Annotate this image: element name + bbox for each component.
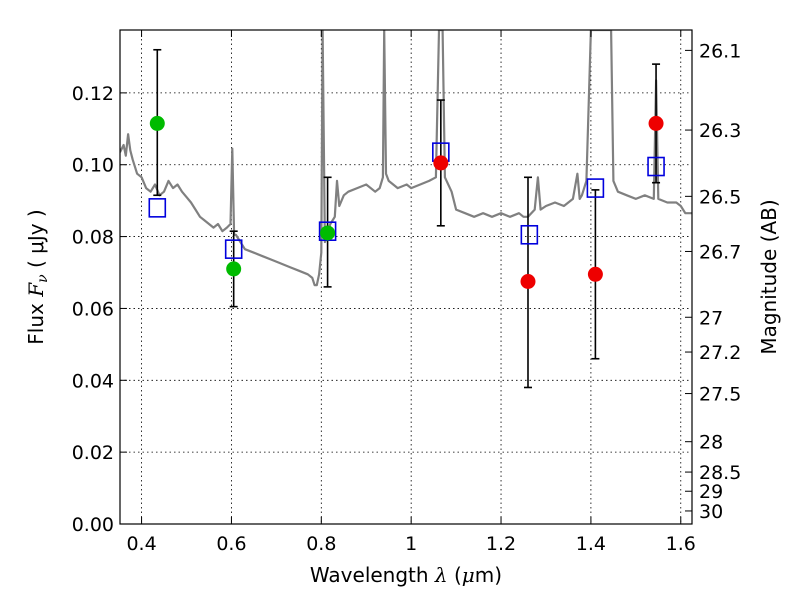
y2-tick-label: 29 [699,481,723,503]
observed-point [226,261,242,277]
x-tick-label: 0.8 [306,533,336,555]
y2-tick-label: 30 [699,501,723,523]
observed-point [587,266,603,282]
y2-tick-label: 27.2 [699,342,741,364]
y2-tick-label: 26.5 [699,186,741,208]
y-tick-label: 0.10 [72,155,114,177]
model-point [520,224,539,245]
model-point [586,178,605,198]
spectrum-line [120,30,692,287]
observed-point [520,273,536,289]
error-bars [153,48,661,389]
observed-point [149,115,165,131]
x-tick-label: 1.2 [486,533,516,555]
y-tick-label: 0.00 [72,514,114,536]
grid [120,30,692,525]
observed-point [433,155,449,171]
x-tick-label: 0.6 [216,533,246,555]
y2-tick-label: 26.7 [699,241,741,263]
y2-axis-label: Magnitude (AB) [757,199,781,354]
x-axis-label: Wavelength λ (μm) [310,563,502,587]
y2-tick-label: 27 [699,307,723,329]
observed-point [320,225,336,241]
model-spectrum [120,30,692,287]
y-tick-label: 0.02 [72,442,114,464]
y2-tick-label: 26.3 [699,120,741,142]
model-point [148,198,167,218]
y2-tick-label: 28 [699,432,723,454]
y-tick-label: 0.04 [72,370,114,392]
x-tick-label: 1.6 [666,533,696,555]
y2-tick-label: 28.5 [699,462,741,484]
model-point [647,156,665,177]
y-tick-label: 0.12 [72,83,114,105]
y-tick-label: 0.06 [72,298,114,320]
observed-point [648,115,664,131]
plot-frame [119,29,693,525]
model-point [224,239,243,259]
y2-tick-label: 27.5 [699,384,741,406]
x-tick-label: 1 [405,533,417,555]
y-axis-label: Flux Fν ( μJy ) [24,209,51,344]
observed-photometry-points [149,115,664,289]
axis-ticks: 0.4 0.6 0.8 1 1.2 1.4 1.6 0.00 0.02 0.04 0.06 0.08 0… [72,30,741,555]
x-tick-label: 0.4 [126,533,156,555]
x-tick-label: 1.4 [576,533,606,555]
y2-tick-label: 26.1 [699,40,741,62]
y-tick-label: 0.08 [72,227,114,249]
